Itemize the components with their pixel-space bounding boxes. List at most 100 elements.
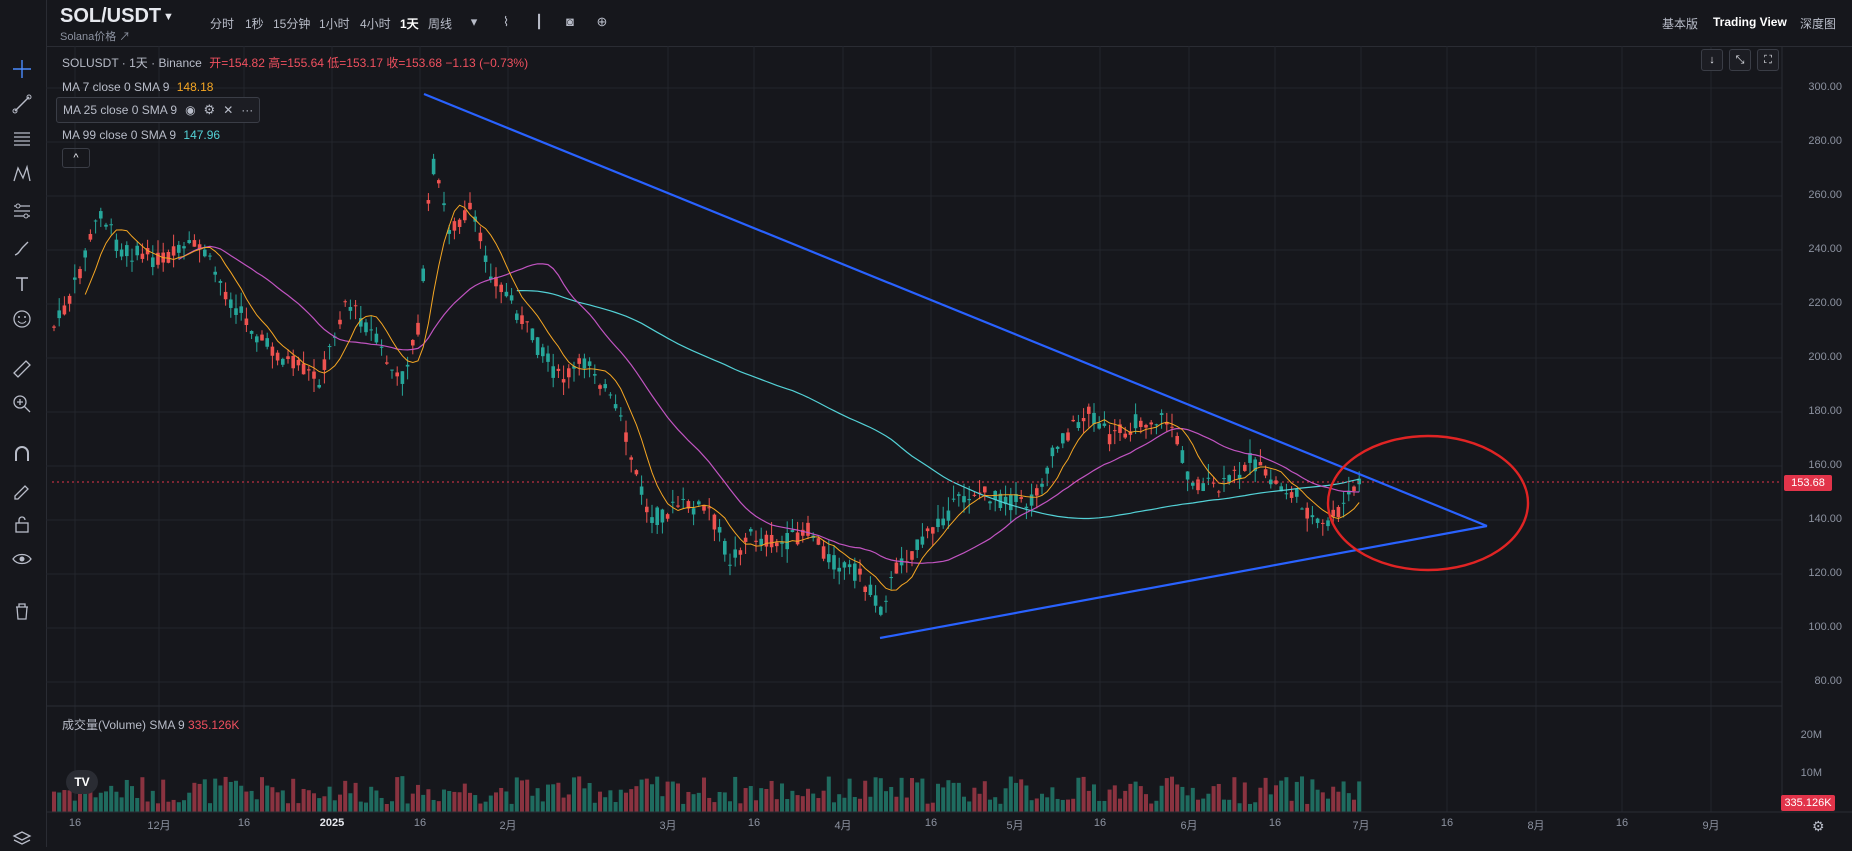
lower-trendline [879,524,1488,640]
candle-body [1113,430,1117,432]
timeframe-weekly[interactable]: 周线 [428,17,453,31]
timeframe-dropdown-icon[interactable]: ▾ [470,14,478,29]
collapse-legend-button[interactable]: ^ [62,148,90,168]
symbol-title[interactable]: SOL/USDT [60,5,162,27]
text-icon[interactable] [8,270,36,298]
candle-body [265,338,269,347]
tradingview-logo[interactable]: TV [66,770,98,794]
volume-bar [1237,803,1242,812]
timeframe-tick[interactable]: 分时 [210,17,235,31]
volume-bar [660,796,665,812]
lock-draw-icon[interactable] [8,475,36,503]
candle-body [1331,509,1335,517]
expand-icon[interactable]: ⤡ [1729,49,1751,71]
ma99-line [516,290,1360,520]
trendline-icon[interactable] [8,90,36,118]
symbol-subtitle[interactable]: Solana价格 ↗ [60,31,131,43]
volume-bar [301,788,306,812]
volume-bar [135,797,140,812]
candle-body [520,315,524,325]
candle-body [816,538,821,545]
candle-body [99,211,103,219]
brush-icon[interactable] [8,234,36,262]
candle-body [249,330,254,334]
volume-bar [712,802,717,812]
candle-body [1175,436,1179,445]
candle-body [145,248,150,255]
candle-body [307,369,311,371]
eye-toggle-icon[interactable]: ◉ [185,103,196,117]
volume-bar [1201,798,1206,812]
volume-bar [884,791,888,812]
crosshair-icon[interactable] [8,55,36,83]
timeframe-1d[interactable]: 1天 [400,17,419,31]
volume-bar [733,776,738,812]
settings-gear-icon[interactable]: ⚙ [203,102,216,117]
view-tradingview[interactable]: Trading View [1713,15,1787,29]
view-depth[interactable]: 深度图 [1800,17,1837,31]
ma7-legend[interactable]: MA 7 close 0 SMA 9 148.18 [62,80,217,94]
indicators-icon[interactable]: ⌇ [502,14,510,29]
volume-bar [972,787,977,812]
timeframe-15m[interactable]: 15分钟 [273,17,311,31]
candle-body [1243,464,1247,471]
ruler-icon[interactable] [8,355,36,383]
candle-body [1019,497,1023,499]
camera-icon[interactable]: ◙ [566,14,574,29]
volume-bar [1346,793,1351,812]
candle-body [1050,447,1055,457]
candle-body [686,501,691,509]
volume-bar [192,782,197,812]
scroll-down-icon[interactable]: ↓ [1701,49,1723,71]
candle-body [1029,494,1034,506]
candle-body [156,252,160,265]
volume-legend[interactable]: 成交量(Volume) SMA 9 335.126K [62,716,239,733]
volume-bar [161,779,166,812]
candle-body [62,305,67,315]
ma99-legend[interactable]: MA 99 close 0 SMA 9 147.96 [62,128,224,142]
zoom-icon[interactable] [8,390,36,418]
volume-bar [1294,781,1299,812]
chart-settings-icon[interactable]: ⚙ [1812,818,1825,834]
ma25-legend[interactable]: MA 25 close 0 SMA 9 ◉ ⚙ ✕ ··· [56,97,261,123]
timeframe-1h[interactable]: 1小时 [319,17,350,31]
projection-icon[interactable] [8,197,36,225]
ma25-line [178,245,1360,564]
timeframe-4h[interactable]: 4小时 [360,17,391,31]
candle-body [93,220,98,222]
candle-body [868,584,873,596]
remove-close-icon[interactable]: ✕ [223,103,234,117]
volume-bar [993,797,998,812]
volume-bar [842,797,847,812]
candle-type-icon[interactable]: ┃ [535,14,543,29]
fib-icon[interactable] [8,125,36,153]
volume-bar [462,783,467,812]
view-basic[interactable]: 基本版 [1662,17,1699,31]
volume-bar [1081,776,1086,812]
timeframe-1s[interactable]: 1秒 [245,17,264,31]
volume-bar [624,792,628,812]
candle-body [1097,423,1101,429]
candle-body [270,346,275,356]
candle-body [863,586,867,593]
lock-icon[interactable] [8,510,36,538]
volume-bar [556,782,561,812]
volume-bar [946,780,951,812]
volume-bar [447,790,452,812]
magnet-icon[interactable] [8,440,36,468]
eye-icon[interactable] [8,545,36,573]
add-icon[interactable]: ⊕ [596,14,608,29]
symbol-dropdown-icon[interactable]: ▼ [163,11,174,23]
fullscreen-icon[interactable]: ⛶ [1757,49,1779,71]
candle-body [1102,423,1107,426]
volume-bar [213,778,218,812]
candle-body [400,371,405,384]
layers-icon[interactable] [8,823,36,851]
volume-bar [686,791,691,812]
trash-icon[interactable] [8,597,36,625]
more-options-icon[interactable]: ··· [241,103,254,117]
pattern-icon[interactable] [8,160,36,188]
candle-body [873,595,878,606]
emoji-icon[interactable] [8,305,36,333]
